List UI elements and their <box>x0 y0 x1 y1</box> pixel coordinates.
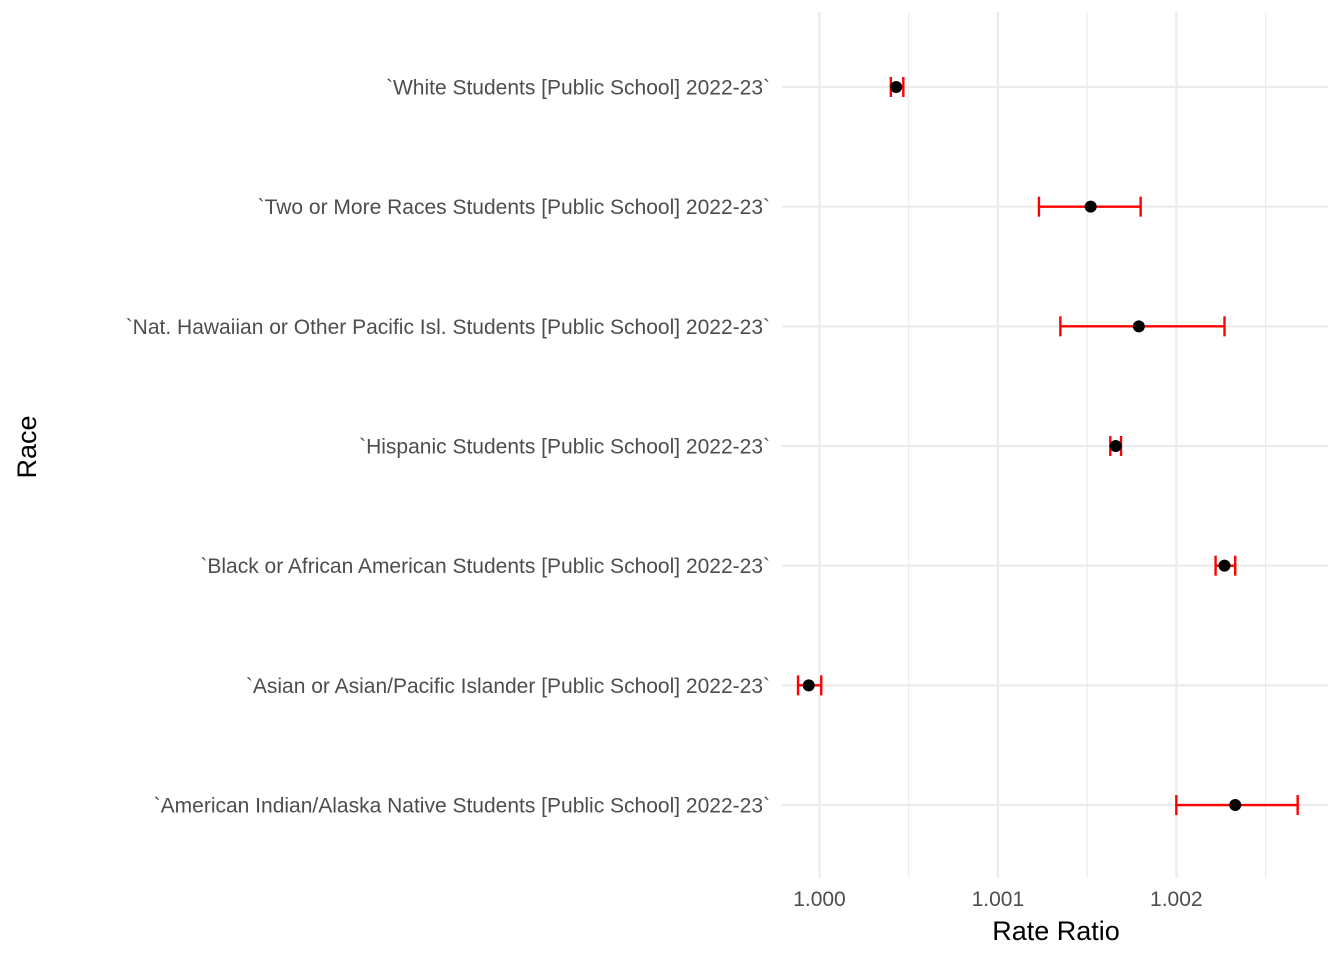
x-tick-label: 1.000 <box>793 888 846 911</box>
x-axis-title: Rate Ratio <box>992 916 1120 946</box>
y-tick-label: `Nat. Hawaiian or Other Pacific Isl. Stu… <box>126 316 770 339</box>
estimate-point <box>1109 440 1122 453</box>
estimate-point <box>802 679 815 692</box>
x-tick-labels: 1.000 1.001 1.002 <box>793 888 1202 911</box>
y-tick-label: `Hispanic Students [Public School] 2022-… <box>359 436 770 459</box>
estimate-point <box>1218 559 1231 572</box>
y-tick-label: `Black or African American Students [Pub… <box>200 555 770 578</box>
y-tick-label: `Asian or Asian/Pacific Islander [Public… <box>246 675 770 698</box>
y-tick-label: `White Students [Public School] 2022-23` <box>386 77 770 100</box>
estimate-point <box>1229 799 1242 812</box>
estimate-point <box>1084 200 1097 213</box>
y-axis-title: Race <box>12 415 42 478</box>
x-tick-label: 1.002 <box>1150 888 1203 911</box>
y-tick-labels: `White Students [Public School] 2022-23`… <box>126 77 770 818</box>
y-tick-label: `American Indian/Alaska Native Students … <box>154 795 770 818</box>
estimate-point <box>1132 320 1145 333</box>
estimate-point <box>890 81 903 93</box>
x-tick-label: 1.001 <box>972 888 1025 911</box>
grid-lines <box>782 12 1328 878</box>
y-tick-label: `Two or More Races Students [Public Scho… <box>258 196 770 219</box>
estimate-points <box>802 81 1242 812</box>
